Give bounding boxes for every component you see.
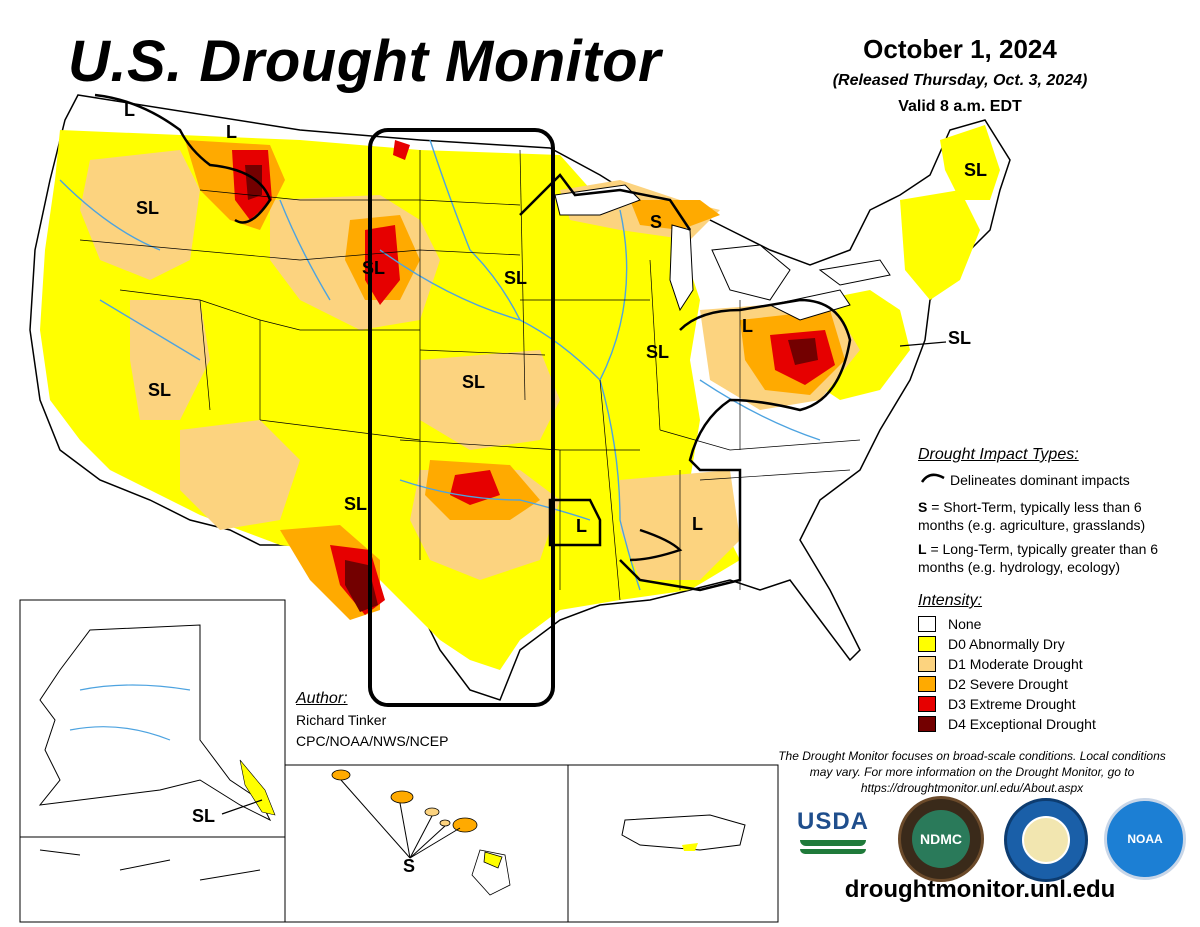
legend-swatch: [918, 696, 936, 712]
label-short-term-mi: S: [650, 212, 663, 232]
label-sl-alaska: SL: [192, 806, 216, 826]
label-long-term-ms: L: [692, 514, 703, 534]
label-sl-wy: SL: [362, 258, 386, 278]
ndmc-logo: NDMC: [898, 796, 984, 882]
short-term-code: S: [918, 499, 928, 515]
legend-swatch: [918, 716, 936, 732]
noaa-logo-text: NOAA: [1127, 832, 1163, 846]
label-sl-ne-coast: SL: [948, 328, 972, 348]
author-name: Richard Tinker: [296, 712, 387, 728]
legend-d0: D0 Abnormally Dry: [918, 634, 1065, 654]
sl-pointer-line: [900, 341, 947, 347]
noaa-logo: NOAA: [1104, 798, 1186, 880]
label-long-term-mt: L: [226, 122, 237, 142]
alaska-rivers: [69, 684, 191, 741]
legend-d3: D3 Extreme Drought: [918, 694, 1076, 714]
legend-swatch: [918, 656, 936, 672]
legend-label: D3 Extreme Drought: [948, 696, 1076, 712]
alaska-shape: [38, 624, 272, 822]
puerto-rico-shape: [621, 814, 746, 851]
legend-label: D2 Severe Drought: [948, 676, 1068, 692]
long-term-code: L: [918, 541, 927, 557]
ndmc-logo-text: NDMC: [912, 810, 970, 868]
label-long-term-wa: L: [124, 100, 135, 120]
author-heading: Author:: [296, 690, 348, 707]
label-sl-ks: SL: [462, 372, 486, 392]
legend-d1: D1 Moderate Drought: [918, 654, 1083, 674]
impact-long-term: L = Long-Term, typically greater than 6 …: [918, 540, 1188, 576]
author-org: CPC/NOAA/NWS/NCEP: [296, 733, 449, 749]
map-date: October 1, 2024: [863, 34, 1057, 64]
legend-label: None: [948, 616, 982, 632]
label-sl-il: SL: [646, 342, 670, 362]
long-term-text: = Long-Term, typically greater than 6 mo…: [918, 541, 1159, 575]
commerce-logo: [1004, 798, 1088, 882]
hawaii-islands: [331, 769, 511, 896]
legend-d2: D2 Severe Drought: [918, 674, 1068, 694]
page-title: U.S. Drought Monitor: [68, 29, 662, 94]
legend-d4: D4 Exceptional Drought: [918, 714, 1096, 734]
legend-swatch: [918, 636, 936, 652]
legend-label: D1 Moderate Drought: [948, 656, 1083, 672]
label-long-term-ar: L: [576, 516, 587, 536]
label-sl-nm: SL: [344, 494, 368, 514]
website-url: droughtmonitor.unl.edu: [844, 876, 1116, 903]
label-sl-or: SL: [136, 198, 160, 218]
legend-swatch: [918, 676, 936, 692]
legend-swatch: [918, 616, 936, 632]
legend-label: D0 Abnormally Dry: [948, 636, 1065, 652]
disclaimer-text: The Drought Monitor focuses on broad-sca…: [778, 749, 1166, 795]
legend-label: D4 Exceptional Drought: [948, 716, 1096, 732]
usda-logo-text: USDA: [796, 808, 869, 835]
state-boundaries: [79, 149, 861, 601]
legend-none: None: [918, 614, 981, 634]
valid-time: Valid 8 a.m. EDT: [898, 98, 1022, 115]
label-short-term-hawaii: S: [403, 856, 416, 876]
release-date: (Released Thursday, Oct. 3, 2024): [832, 72, 1088, 89]
short-term-text: = Short-Term, typically less than 6 mont…: [918, 499, 1146, 533]
label-sl-me: SL: [964, 160, 988, 180]
great-lakes: [554, 184, 891, 321]
label-long-term-oh: L: [742, 316, 753, 336]
impact-types-heading: Drought Impact Types:: [918, 446, 1079, 463]
impact-line-label: Delineates dominant impacts: [950, 472, 1130, 488]
impact-short-term: S = Short-Term, typically less than 6 mo…: [918, 498, 1188, 534]
label-sl-nv: SL: [148, 380, 172, 400]
highlight-box: [368, 128, 555, 707]
aleutians-inset: [19, 836, 286, 923]
label-sl-ne: SL: [504, 268, 528, 288]
impact-lines: [94, 93, 852, 592]
usda-logo: USDA: [796, 808, 870, 864]
intensity-heading: Intensity:: [918, 592, 983, 609]
alaska-d0: [239, 759, 276, 816]
rivers: [59, 139, 821, 591]
